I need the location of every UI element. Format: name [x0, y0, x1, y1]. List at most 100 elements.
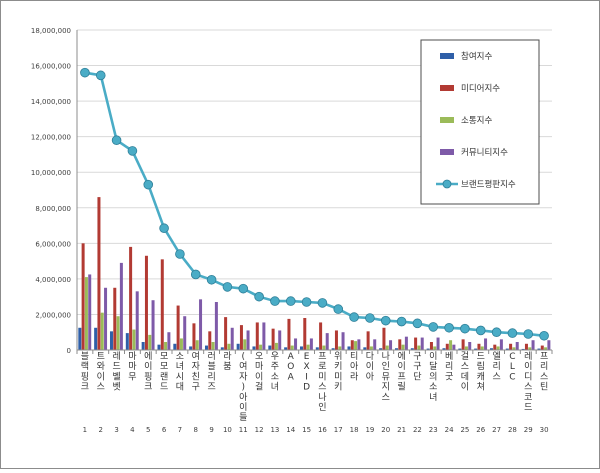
line-point — [365, 313, 375, 323]
line-point — [190, 269, 201, 280]
bar — [151, 300, 155, 350]
bar — [468, 342, 472, 350]
bar — [528, 347, 532, 350]
bar — [445, 343, 449, 350]
bar — [220, 347, 224, 350]
bar — [426, 348, 430, 350]
line-point — [475, 325, 486, 336]
bar — [537, 348, 541, 350]
line-point — [270, 296, 280, 306]
y-tick-label: 10,000,000 — [31, 169, 71, 177]
line-point — [349, 312, 359, 322]
line-point — [428, 322, 439, 332]
bar — [183, 316, 187, 350]
bar — [398, 339, 402, 350]
line-point — [396, 316, 407, 327]
rank-label: 14 — [286, 426, 295, 434]
bar — [164, 342, 168, 350]
bar — [100, 312, 104, 350]
legend-label: 브랜드평판지수 — [461, 179, 516, 190]
y-tick-label: 2,000,000 — [35, 311, 71, 319]
bar — [303, 318, 307, 350]
line-point — [80, 67, 90, 78]
rank-label: 24 — [445, 426, 454, 434]
rank-label: 12 — [255, 426, 264, 434]
bar — [306, 344, 310, 350]
bar — [315, 347, 319, 350]
bar — [113, 287, 117, 350]
bar-series — [78, 197, 551, 350]
bar — [322, 345, 326, 350]
bar — [505, 348, 509, 350]
bar — [449, 340, 453, 350]
rank-label: 4 — [130, 426, 135, 434]
rank-label: 19 — [365, 426, 374, 434]
bar — [341, 332, 345, 350]
bar — [493, 344, 497, 350]
line-point — [127, 146, 138, 156]
bar — [94, 327, 98, 350]
bar — [477, 343, 481, 350]
bar — [227, 343, 231, 350]
bar — [394, 348, 398, 350]
bar — [243, 339, 247, 350]
bar — [274, 342, 278, 350]
bar — [521, 348, 525, 350]
bar — [309, 338, 313, 350]
bar — [544, 347, 548, 350]
line-point — [206, 274, 217, 285]
line-point — [95, 70, 106, 81]
bar — [436, 337, 440, 350]
bar — [157, 344, 161, 350]
bar — [420, 337, 424, 350]
y-tick-label: 16,000,000 — [31, 63, 71, 71]
bar — [433, 346, 437, 350]
bar — [509, 343, 513, 350]
bar — [350, 340, 354, 350]
legend-label: 참여지수 — [461, 51, 492, 62]
rank-label: 8 — [194, 426, 198, 434]
rank-label: 13 — [270, 426, 279, 434]
rank-label: 18 — [350, 426, 359, 434]
bar — [290, 345, 294, 350]
y-tick-label: 12,000,000 — [31, 134, 71, 142]
line-point — [238, 283, 249, 294]
legend-marker — [442, 179, 452, 189]
bar — [338, 346, 342, 350]
line-series — [80, 67, 549, 341]
y-tick-label: 8,000,000 — [35, 205, 71, 213]
bar — [287, 318, 291, 350]
legend-label: 소통지수 — [461, 116, 492, 126]
bar — [252, 346, 256, 350]
rank-label: 26 — [476, 426, 485, 434]
rank-label: 9 — [209, 426, 213, 434]
bar — [135, 291, 139, 350]
line-point — [285, 296, 296, 306]
line-point — [460, 323, 470, 334]
bar — [195, 340, 199, 350]
legend-swatch — [440, 149, 454, 155]
bar — [366, 331, 370, 350]
bar — [179, 338, 183, 350]
bar — [236, 343, 240, 350]
bar — [125, 333, 129, 350]
axes — [76, 30, 553, 354]
y-tick-label: 0 — [67, 347, 71, 355]
bar — [104, 287, 108, 350]
